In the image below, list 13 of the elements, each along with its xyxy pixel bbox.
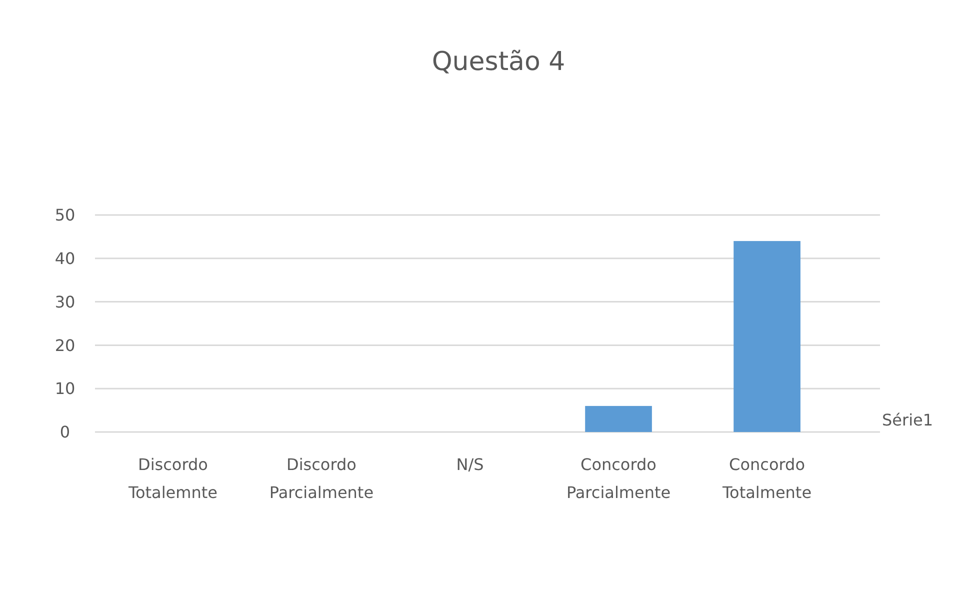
x-tick-label: N/S <box>456 455 484 474</box>
x-tick-label: Discordo Totalemnte <box>127 455 218 502</box>
y-tick-label: 30 <box>54 292 76 312</box>
x-tick-label: Discordo Parcialmente <box>269 455 374 502</box>
y-tick-label: 20 <box>54 336 76 355</box>
y-tick-label: 40 <box>54 249 76 268</box>
x-tick-label: Concordo Parcialmente <box>566 455 671 502</box>
y-tick-label: 0 <box>60 422 70 442</box>
y-tick-label: 50 <box>54 206 76 225</box>
chart-title: Questão 4 <box>432 47 566 77</box>
y-tick-label: 10 <box>54 379 76 398</box>
x-tick-label: Concordo Totalmente <box>722 455 812 502</box>
text: Série1 <box>882 410 934 430</box>
